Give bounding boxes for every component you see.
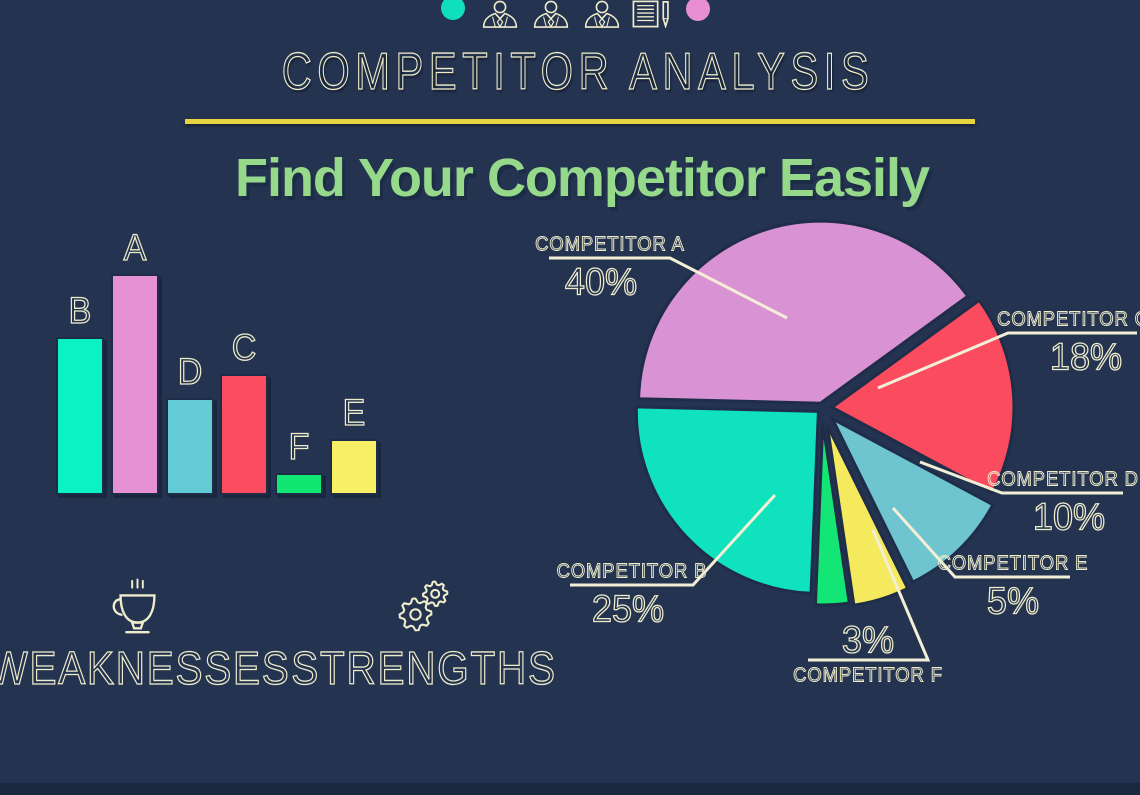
bar-competitor-f bbox=[275, 473, 323, 495]
leader-line-competitor-f bbox=[808, 529, 931, 662]
document-pen-icon bbox=[632, 0, 669, 28]
leader-line-competitor-b bbox=[570, 493, 777, 587]
pie-value-competitor-e: 5% bbox=[986, 580, 1040, 623]
page-title: COMPETITOR ANALYSIS bbox=[281, 42, 875, 101]
pie-label-competitor-d: COMPETITOR D bbox=[987, 468, 1139, 491]
page-subtitle: Find Your Competitor Easily bbox=[234, 148, 930, 208]
bar-label-a: A bbox=[123, 226, 147, 268]
leader-line-competitor-e bbox=[891, 506, 1070, 579]
pie-value-competitor-a: 40% bbox=[564, 261, 638, 304]
bar-competitor-b bbox=[56, 337, 104, 495]
pie-value-competitor-c: 18% bbox=[1049, 336, 1123, 379]
teal-dot-icon bbox=[441, 0, 465, 20]
pink-dot-icon bbox=[686, 0, 710, 21]
leader-line-competitor-a bbox=[549, 256, 788, 320]
businessperson-icon bbox=[533, 0, 569, 28]
title-divider bbox=[185, 119, 975, 124]
pie-label-competitor-a: COMPETITOR A bbox=[535, 233, 685, 256]
leader-line-competitor-d bbox=[919, 460, 1123, 495]
pie-value-competitor-d: 10% bbox=[1032, 496, 1106, 539]
bar-competitor-d bbox=[166, 398, 214, 495]
bar-label-c: C bbox=[231, 326, 257, 368]
pie-label-competitor-b: COMPETITOR B bbox=[556, 560, 708, 583]
bottom-accent-strip bbox=[0, 783, 1140, 795]
weaknesses-label: WEAKNESSES bbox=[0, 641, 291, 694]
gears-icon bbox=[398, 580, 449, 632]
pie-slice-competitor-b bbox=[634, 405, 820, 595]
bar-label-b: B bbox=[68, 289, 92, 331]
bar-label-d: D bbox=[177, 350, 203, 392]
businessperson-icon bbox=[482, 0, 518, 28]
pie-label-competitor-f: COMPETITOR F bbox=[793, 664, 943, 687]
pie-value-competitor-b: 25% bbox=[591, 588, 665, 631]
pie-slice-competitor-d bbox=[828, 415, 995, 585]
pie-slice-competitor-a bbox=[637, 219, 970, 405]
strengths-label: STRENGTHS bbox=[291, 641, 557, 694]
bar-label-e: E bbox=[342, 391, 366, 433]
bar-label-f: F bbox=[288, 425, 310, 467]
bar-competitor-e bbox=[330, 439, 378, 495]
pie-label-competitor-e: COMPETITOR E bbox=[937, 552, 1089, 575]
pie-slice-competitor-e bbox=[825, 424, 910, 607]
businessperson-icon bbox=[584, 0, 620, 28]
pie-slice-competitor-f bbox=[813, 422, 852, 607]
leader-line-competitor-c bbox=[877, 331, 1137, 390]
bar-competitor-c bbox=[220, 374, 268, 495]
bar-competitor-a bbox=[111, 274, 159, 495]
pie-label-competitor-c: COMPETITOR C bbox=[997, 308, 1140, 331]
pie-value-competitor-f: 3% bbox=[841, 619, 895, 662]
coffee-cup-icon bbox=[112, 578, 156, 634]
